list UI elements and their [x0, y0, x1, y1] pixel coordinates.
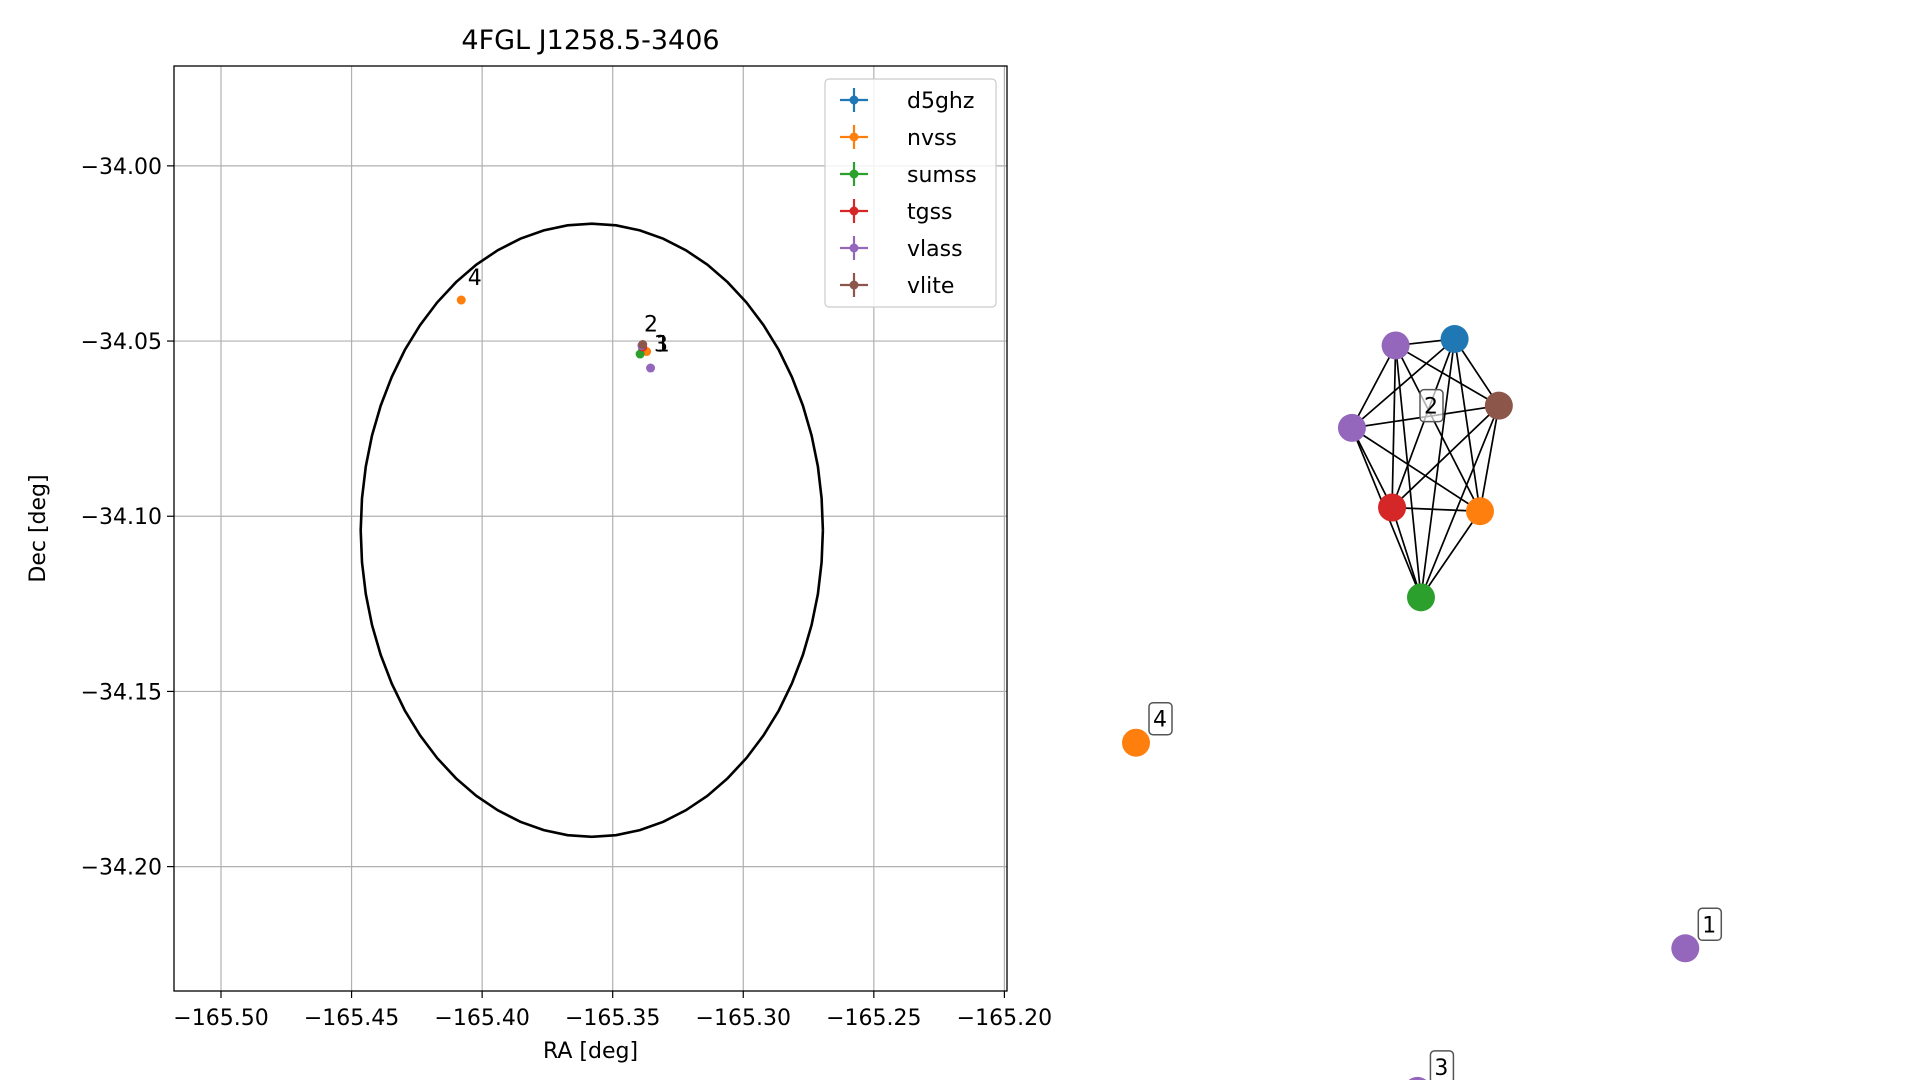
x-tick-label: −165.40: [434, 1006, 529, 1031]
legend-marker-dot: [849, 132, 859, 142]
point-annotations: 4 213: [468, 266, 670, 358]
graph-edge: [1391, 345, 1397, 508]
vlite-point: [638, 340, 648, 350]
legend-marker-dot: [849, 95, 859, 105]
graph-edge: [1351, 427, 1393, 508]
graph-labels: 2 4 1 3: [1148, 388, 1723, 1080]
graph-node-vlass-3: [1408, 1076, 1427, 1080]
graph-node-vlite: [1484, 391, 1513, 420]
x-tick-label: −165.50: [173, 1006, 268, 1031]
x-tick-label: −165.35: [565, 1006, 660, 1031]
association-graph-panel: 2 4 1 3: [1122, 325, 1723, 1080]
y-tick-label: −34.10: [81, 505, 162, 530]
graph-edge: [1420, 510, 1481, 598]
legend-label: vlass: [907, 237, 963, 262]
x-tick-label: −165.30: [696, 1006, 791, 1031]
sky-scatter-panel: 4 213 −165.50 −165.45 −165.40 −165.35 −165.30…: [26, 25, 1052, 1064]
y-tick-label: −34.20: [81, 856, 162, 881]
axes-frame: [173, 65, 1008, 992]
point-annotation: 2: [644, 313, 658, 338]
legend-label: vlite: [907, 274, 954, 299]
sumss-point: [635, 349, 645, 359]
chart-title: 4FGL J1258.5-3406: [461, 25, 719, 56]
graph-edge: [1395, 344, 1500, 407]
legend: d5ghz nvss sumss tgss vlass vlite: [824, 78, 997, 308]
x-tick-label: −165.45: [304, 1006, 399, 1031]
x-axis-label: RA [deg]: [543, 1039, 638, 1064]
legend-label: tgss: [907, 200, 953, 225]
legend-marker-dot: [849, 169, 859, 179]
label-box: [1148, 701, 1173, 736]
point-annotation: 1: [656, 333, 670, 358]
legend-entry-sumss: sumss: [840, 162, 977, 188]
label-box: [1697, 907, 1723, 942]
legend-entry-vlass: vlass: [840, 236, 963, 262]
graph-edge: [1420, 405, 1500, 598]
graph-node-nvss-4: [1122, 728, 1150, 757]
label-box: [1429, 1050, 1455, 1080]
graph-node-sumss: [1406, 583, 1435, 612]
label-box: [1419, 388, 1444, 423]
legend-marker-dot: [849, 206, 859, 216]
source-points: [456, 295, 656, 373]
legend-label: d5ghz: [907, 89, 974, 114]
graph-edges: [1351, 338, 1500, 598]
legend-entry-tgss: tgss: [840, 199, 953, 225]
x-ticks: −165.50 −165.45 −165.40 −165.35 −165.30 −165.…: [173, 991, 1052, 1031]
graph-node-nvss: [1465, 497, 1494, 526]
graph-node-label: 2: [1419, 388, 1444, 423]
label-text: 2: [1424, 395, 1438, 420]
graph-edge: [1394, 345, 1481, 512]
label-text: 3: [1434, 1056, 1448, 1080]
legend-marker-dot: [849, 280, 859, 290]
legend-entry-d5ghz: d5ghz: [840, 88, 974, 114]
graph-node-vlass-a: [1381, 331, 1410, 360]
graph-node-label: 4: [1148, 701, 1173, 736]
point-annotation: 3: [654, 333, 668, 358]
y-ticks: −34.00 −34.05 −34.10 −34.15 −34.20: [81, 155, 174, 881]
legend-entry-vlite: vlite: [840, 273, 954, 299]
legend-entry-nvss: nvss: [840, 125, 957, 151]
graph-node-d5ghz: [1440, 325, 1469, 353]
graph-edge: [1391, 338, 1456, 508]
graph-nodes: [1122, 325, 1700, 1080]
graph-edge: [1392, 506, 1481, 513]
graph-edge: [1453, 338, 1481, 512]
graph-edge: [1391, 405, 1500, 509]
graph-edge: [1391, 507, 1422, 598]
graph-node-label: 3: [1429, 1050, 1455, 1080]
y-tick-label: −34.05: [81, 330, 162, 355]
point-annotation: 4: [468, 266, 482, 291]
error-ellipse: [359, 222, 825, 839]
graph-node-vlass-b: [1337, 413, 1366, 442]
graph-node-tgss: [1378, 493, 1407, 522]
nvss-point: [456, 295, 466, 305]
vlass-point: [646, 363, 656, 373]
label-text: 4: [1153, 708, 1167, 733]
x-tick-label: −165.25: [826, 1006, 921, 1031]
x-tick-label: −165.20: [957, 1006, 1052, 1031]
graph-node-label: 1: [1697, 907, 1723, 942]
y-axis-label: Dec [deg]: [26, 474, 51, 582]
legend-label: sumss: [907, 163, 977, 188]
graph-edge: [1351, 338, 1456, 429]
graph-node-vlass-1: [1671, 934, 1700, 963]
legend-marker-dot: [849, 243, 859, 253]
graph-edge: [1479, 405, 1500, 512]
y-tick-label: −34.00: [81, 155, 162, 180]
graph-edge: [1351, 427, 1481, 512]
y-tick-label: −34.15: [81, 680, 162, 705]
legend-label: nvss: [907, 126, 957, 151]
graph-edge: [1420, 338, 1456, 598]
label-text: 1: [1702, 913, 1716, 938]
graph-edge: [1351, 345, 1397, 429]
error-ellipse-layer: [359, 222, 825, 839]
